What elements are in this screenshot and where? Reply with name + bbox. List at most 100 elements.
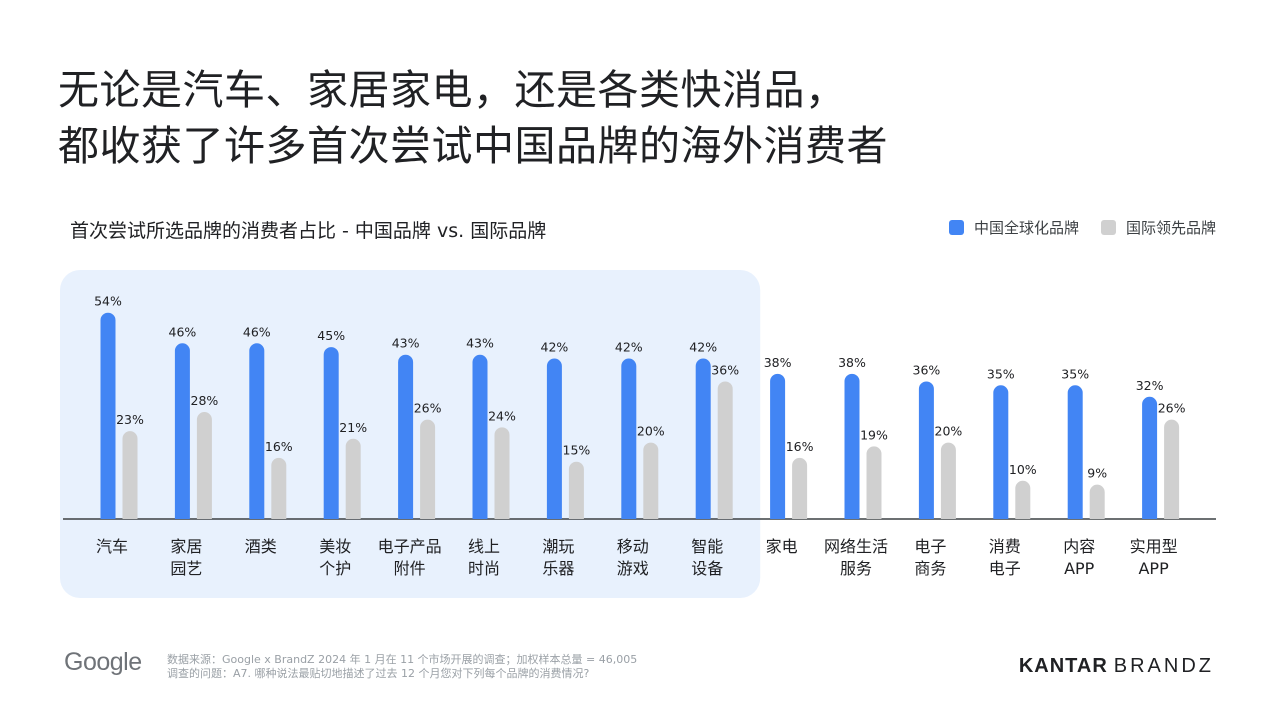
- bar-chinese-brand: [546, 358, 562, 519]
- data-label-international-brand: 26%: [414, 401, 442, 416]
- data-label-chinese-brand: 42%: [615, 340, 643, 355]
- legend-swatch-chinese-brands: [948, 220, 964, 235]
- category-label: 电子: [989, 559, 1021, 578]
- category-label: 汽车: [96, 537, 128, 556]
- data-label-international-brand: 19%: [860, 427, 888, 442]
- bar-international-brand: [866, 446, 882, 519]
- category-label: 电子产品: [378, 537, 442, 556]
- bar-international-brand: [196, 412, 212, 519]
- title-line-1: 无论是汽车、家居家电，还是各类快消品，: [58, 66, 847, 114]
- data-label-chinese-brand: 45%: [317, 328, 345, 343]
- data-label-international-brand: 23%: [116, 412, 144, 427]
- bar-international-brand: [940, 442, 956, 519]
- data-label-international-brand: 15%: [563, 443, 591, 458]
- bar-international-brand: [122, 431, 138, 519]
- data-label-international-brand: 28%: [191, 393, 219, 408]
- category-label: 个护: [319, 559, 351, 578]
- bar-chinese-brand: [844, 373, 860, 519]
- category-label: 设备: [691, 559, 723, 578]
- category-label: 移动: [617, 537, 649, 556]
- bar-international-brand: [494, 427, 510, 519]
- category-label: 商务: [914, 559, 946, 578]
- category-label: 附件: [394, 559, 426, 578]
- data-label-chinese-brand: 46%: [169, 324, 197, 339]
- category-label: 家电: [766, 537, 798, 556]
- data-label-international-brand: 21%: [339, 420, 367, 435]
- category-label: 电子: [914, 537, 946, 556]
- legend-label-international-brands: 国际领先品牌: [1125, 219, 1216, 237]
- data-label-chinese-brand: 35%: [987, 366, 1015, 381]
- category-label: 服务: [840, 559, 872, 578]
- legend-label-chinese-brands: 中国全球化品牌: [973, 219, 1079, 237]
- data-label-chinese-brand: 54%: [94, 294, 122, 309]
- bar-international-brand: [345, 438, 361, 519]
- data-label-chinese-brand: 46%: [243, 324, 271, 339]
- bar-international-brand: [1015, 480, 1031, 519]
- bar-international-brand: [420, 419, 436, 519]
- data-label-international-brand: 36%: [711, 362, 739, 377]
- data-label-international-brand: 16%: [265, 439, 293, 454]
- bar-chinese-brand: [918, 381, 934, 519]
- category-label: 乐器: [542, 559, 574, 578]
- data-label-chinese-brand: 35%: [1061, 366, 1089, 381]
- bar-chinese-brand: [1142, 396, 1158, 519]
- data-label-chinese-brand: 32%: [1136, 378, 1164, 393]
- category-label: 游戏: [617, 559, 649, 578]
- legend-item-international-brands: 国际领先品牌: [1100, 217, 1216, 238]
- data-label-international-brand: 24%: [488, 408, 516, 423]
- data-label-chinese-brand: 38%: [764, 355, 792, 370]
- data-label-international-brand: 9%: [1087, 466, 1107, 481]
- category-label: 线上: [468, 537, 500, 556]
- bar-international-brand: [717, 381, 733, 519]
- legend-item-chinese-brands: 中国全球化品牌: [948, 217, 1079, 238]
- brand-bold-text: KANTAR: [1018, 655, 1108, 677]
- bar-international-brand: [792, 457, 808, 519]
- bar-chinese-brand: [993, 385, 1009, 519]
- bar-chinese-brand: [174, 343, 190, 519]
- data-label-international-brand: 10%: [1009, 462, 1037, 477]
- chart-legend: 中国全球化品牌 国际领先品牌: [948, 217, 1216, 238]
- data-label-international-brand: 20%: [935, 424, 963, 439]
- category-label: 实用型: [1130, 537, 1178, 556]
- source-line: 数据来源：Google x BrandZ 2024 年 1 月在 11 个市场开…: [167, 653, 638, 666]
- category-label: 潮玩: [542, 537, 574, 556]
- data-label-chinese-brand: 36%: [913, 362, 941, 377]
- data-label-chinese-brand: 43%: [392, 336, 420, 351]
- data-label-international-brand: 16%: [786, 439, 814, 454]
- category-label: 家居: [170, 537, 202, 556]
- category-label: 美妆: [319, 537, 351, 556]
- category-label: 内容: [1063, 537, 1095, 556]
- data-label-chinese-brand: 43%: [466, 336, 494, 351]
- category-label: 时尚: [468, 559, 500, 578]
- data-label-chinese-brand: 38%: [838, 355, 866, 370]
- category-label: 智能: [691, 537, 723, 556]
- bar-chinese-brand: [100, 312, 116, 519]
- bar-chinese-brand: [323, 347, 339, 519]
- chart-title: 首次尝试所选品牌的消费者占比 - 中国品牌 vs. 国际品牌: [70, 220, 547, 242]
- kantar-brandz-logo: KANTAR BRANDZ: [1019, 655, 1214, 678]
- data-label-international-brand: 20%: [637, 424, 665, 439]
- question-line: 调查的问题：A7. 哪种说法最贴切地描述了过去 12 个月您对下列每个品牌的消费…: [167, 667, 590, 680]
- category-label: APP: [1064, 559, 1095, 578]
- bar-international-brand: [568, 461, 584, 519]
- category-label: 园艺: [170, 559, 202, 578]
- data-label-chinese-brand: 42%: [689, 340, 717, 355]
- category-label: APP: [1138, 559, 1169, 578]
- bar-chinese-brand: [621, 358, 637, 519]
- category-label: 酒类: [245, 537, 277, 556]
- brand-light-text: BRANDZ: [1113, 655, 1214, 677]
- legend-swatch-international-brands: [1100, 220, 1116, 235]
- bar-international-brand: [1089, 484, 1105, 519]
- bar-chinese-brand: [472, 354, 488, 519]
- bar-international-brand: [271, 457, 287, 519]
- bar-international-brand: [1164, 419, 1180, 519]
- bar-chinese-brand: [695, 358, 711, 519]
- bar-chinese-brand: [249, 343, 265, 519]
- footer-source-note: 数据来源：Google x BrandZ 2024 年 1 月在 11 个市场开…: [167, 653, 637, 681]
- bar-chinese-brand: [398, 354, 414, 519]
- title-line-2: 都收获了许多首次尝试中国品牌的海外消费者: [58, 122, 888, 170]
- google-logo: Google: [64, 648, 142, 676]
- data-label-international-brand: 26%: [1158, 401, 1186, 416]
- category-label: 消费: [989, 537, 1021, 556]
